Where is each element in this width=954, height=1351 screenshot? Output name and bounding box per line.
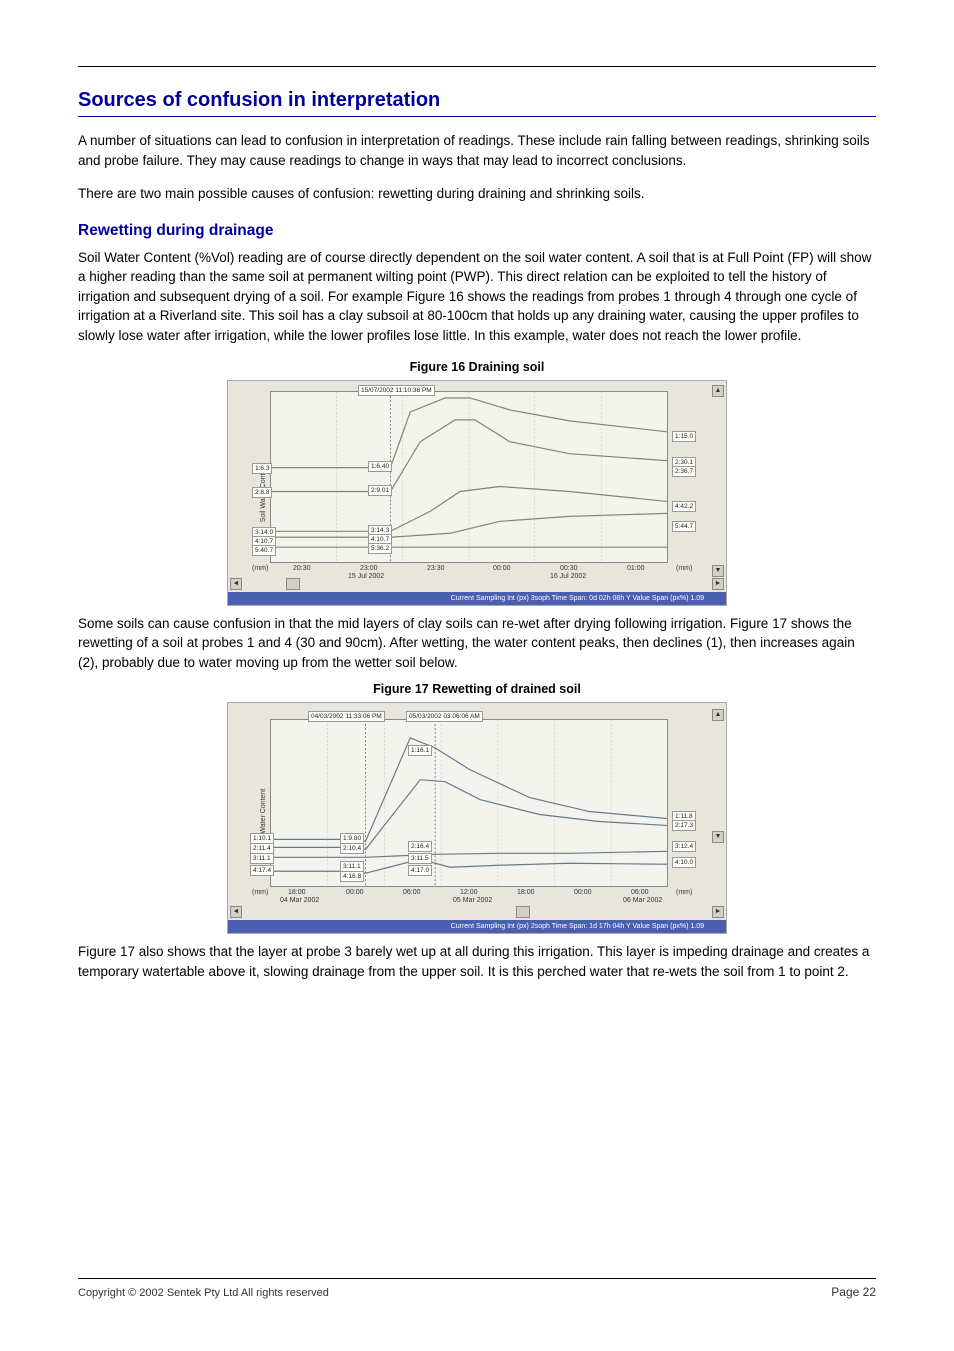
footer-copyright: Copyright © 2002 Sentek Pty Ltd All righ…	[78, 1287, 329, 1299]
scroll-right-1[interactable]: ►	[712, 578, 724, 590]
left-box-2-3: 4:17.4	[250, 865, 274, 876]
x2-t6: 06:00	[631, 889, 649, 896]
chart-figure17: Soil Water Content	[227, 702, 727, 934]
x2-mm-l: (mm)	[252, 889, 268, 896]
mid-box-1-0: 1:6.40	[368, 461, 392, 472]
rule-top	[78, 66, 876, 67]
fig17-after: Figure 17 also shows that the layer at p…	[78, 942, 876, 981]
scroll-down-1[interactable]: ▼	[712, 565, 724, 577]
figure16-label: Figure 16 Draining soil	[78, 360, 876, 374]
x2-d0: 04 Mar 2002	[280, 897, 319, 904]
left-box-1-1: 2:8.8	[252, 487, 272, 498]
intro-p2: There are two main possible causes of co…	[78, 184, 876, 204]
right-box-1-0: 1:15.0	[672, 431, 696, 442]
right-box-2-2: 3:12.4	[672, 841, 696, 852]
x2-t2: 06:00	[403, 889, 421, 896]
ts2-left: 04/03/2002 11:33:06 PM	[308, 711, 385, 722]
left-box-1-0: 1:6.3	[252, 463, 272, 474]
x1-mm-l: (mm)	[252, 565, 268, 572]
x2-t5: 00:00	[574, 889, 592, 896]
x1-t5: 01:00	[627, 565, 645, 572]
x2-d1: 05 Mar 2002	[453, 897, 492, 904]
x2-d2: 06 Mar 2002	[623, 897, 662, 904]
heading-rewetting: Rewetting during drainage	[78, 222, 876, 240]
scroll-thumb-1[interactable]	[286, 578, 300, 590]
midb-box-2-3: 4:17.0	[408, 865, 432, 876]
x1-t1: 23:00	[360, 565, 378, 572]
x2-t0: 18:00	[288, 889, 306, 896]
x2-mm-r: (mm)	[676, 889, 692, 896]
x1-d0: 15 Jul 2002	[348, 573, 384, 580]
x2-t1: 00:00	[346, 889, 364, 896]
intro-p1: A number of situations can lead to confu…	[78, 131, 876, 170]
footer-page: Page 22	[831, 1285, 876, 1299]
scroll-left-1[interactable]: ◄	[230, 578, 242, 590]
right-box-1-4: 5:44.7	[672, 521, 696, 532]
right-box-2-1: 2:17.3	[672, 820, 696, 831]
scroll-up-1[interactable]: ▲	[712, 385, 724, 397]
scroll-up-2[interactable]: ▲	[712, 709, 724, 721]
status-bar-1: Current Sampling Int (px) 3soph Time Spa…	[228, 592, 726, 605]
status-bar-2: Current Sampling Int (px) 2soph Time Spa…	[228, 920, 726, 933]
timestamp-1: 15/07/2002 11:10:38 PM	[358, 385, 435, 396]
mid-box-1-4: 5:36.2	[368, 543, 392, 554]
x2-t3: 12:00	[460, 889, 478, 896]
left-box-1-4: 5:40.7	[252, 545, 276, 556]
section-title: Sources of confusion in interpretation	[78, 89, 876, 112]
x1-t3: 00:00	[493, 565, 511, 572]
ts2-right: 05/03/2002 03:06:06 AM	[406, 711, 483, 722]
rewet-p2: Some soils can cause confusion in that t…	[78, 614, 876, 673]
scroll-down-2[interactable]: ▼	[712, 831, 724, 843]
rule-title	[78, 116, 876, 117]
chart-figure16: Soil Water Content	[227, 380, 727, 606]
figure17-label: Figure 17 Rewetting of drained soil	[78, 682, 876, 696]
left-box-2-2: 3:11.1	[250, 853, 274, 864]
x1-t0: 20:30	[293, 565, 311, 572]
right-box-2-3: 4:10.0	[672, 857, 696, 868]
midb-box-2-2: 3:11.5	[408, 853, 432, 864]
x1-d1: 16 Jul 2002	[550, 573, 586, 580]
rewet-p1: Soil Water Content (%Vol) reading are of…	[78, 248, 876, 346]
mid-box-1-1: 2:9.01	[368, 485, 392, 496]
x1-t4: 00:30	[560, 565, 578, 572]
plot-area-2	[270, 719, 668, 887]
right-box-1-2: 2:36.7	[672, 466, 696, 477]
plot-area-1	[270, 391, 668, 563]
scroll-right-2[interactable]: ►	[712, 906, 724, 918]
x1-mm-r: (mm)	[676, 565, 692, 572]
mida-box-2-1: 2:10.4	[340, 843, 364, 854]
scroll-left-2[interactable]: ◄	[230, 906, 242, 918]
midb-box-2-0: 1:16.1	[408, 745, 432, 756]
x1-t2: 23:30	[427, 565, 445, 572]
x2-t4: 18:00	[517, 889, 535, 896]
mida-box-2-3: 4:16.8	[340, 871, 364, 882]
scroll-thumb-2[interactable]	[516, 906, 530, 918]
right-box-1-3: 4:42.2	[672, 501, 696, 512]
midb-box-2-1: 2:16.4	[408, 841, 432, 852]
rule-bottom	[78, 1278, 876, 1279]
